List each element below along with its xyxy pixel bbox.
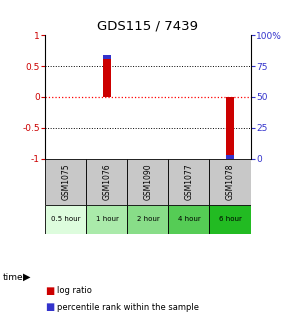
Bar — [45, 159, 86, 205]
Bar — [86, 159, 127, 205]
Text: 2 hour: 2 hour — [137, 216, 159, 222]
Bar — [103, 55, 111, 59]
Text: 0.5 hour: 0.5 hour — [51, 216, 81, 222]
Bar — [86, 205, 127, 234]
Text: ▶: ▶ — [23, 272, 31, 282]
Bar — [209, 205, 251, 234]
Text: GSM1075: GSM1075 — [62, 163, 70, 200]
Text: GSM1078: GSM1078 — [226, 164, 234, 200]
Bar — [127, 159, 168, 205]
Text: 6 hour: 6 hour — [219, 216, 241, 222]
Text: percentile rank within the sample: percentile rank within the sample — [57, 303, 199, 312]
Text: time: time — [3, 273, 23, 282]
Text: ■: ■ — [45, 302, 55, 312]
Bar — [168, 159, 209, 205]
Text: 1 hour: 1 hour — [96, 216, 118, 222]
Text: 4 hour: 4 hour — [178, 216, 200, 222]
Text: log ratio: log ratio — [57, 286, 92, 295]
Bar — [127, 205, 168, 234]
Bar — [209, 159, 251, 205]
Bar — [103, 55, 111, 97]
Text: GSM1077: GSM1077 — [185, 163, 193, 200]
Text: ■: ■ — [45, 286, 55, 296]
Title: GDS115 / 7439: GDS115 / 7439 — [98, 20, 198, 33]
Text: GSM1090: GSM1090 — [144, 163, 152, 200]
Bar — [168, 205, 209, 234]
Bar — [226, 155, 234, 159]
Bar — [226, 97, 234, 159]
Text: GSM1076: GSM1076 — [103, 163, 111, 200]
Bar — [45, 205, 86, 234]
